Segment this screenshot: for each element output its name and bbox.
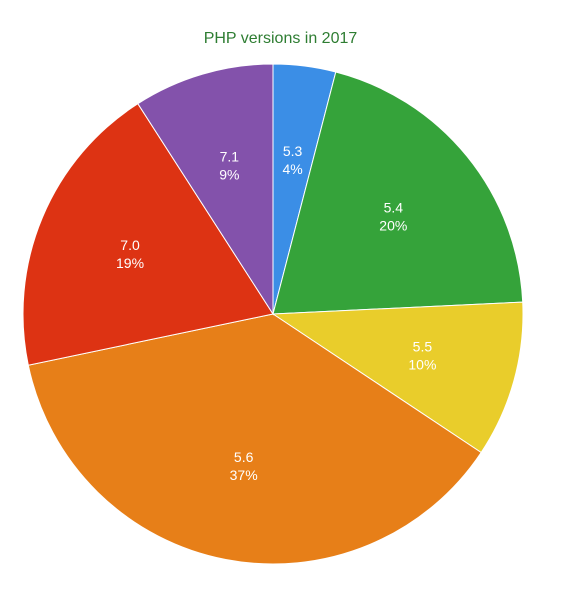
pie-slice-5-4: [272, 71, 524, 315]
slice-version-label: 7.1: [220, 148, 240, 164]
pie-slice-7-1: [137, 63, 274, 316]
slice-percent-label: 37%: [230, 467, 258, 483]
pie-slice-5-6: [27, 313, 482, 565]
slice-version-label: 5.3: [283, 143, 303, 159]
slice-version-label: 5.4: [384, 199, 404, 215]
pie-slice-5-5: [271, 301, 524, 454]
slice-percent-label: 9%: [219, 166, 239, 182]
slice-percent-label: 10%: [408, 356, 436, 372]
chart-title: PHP versions in 2017: [203, 30, 358, 47]
pie-slice-7-0: [22, 102, 274, 366]
slice-percent-label: 4%: [283, 161, 303, 177]
slice-version-label: 5.5: [413, 338, 433, 354]
slice-percent-label: 19%: [116, 255, 144, 271]
slice-version-label: 7.0: [120, 237, 140, 253]
slice-percent-label: 20%: [379, 217, 407, 233]
slice-version-label: 5.6: [234, 449, 254, 465]
